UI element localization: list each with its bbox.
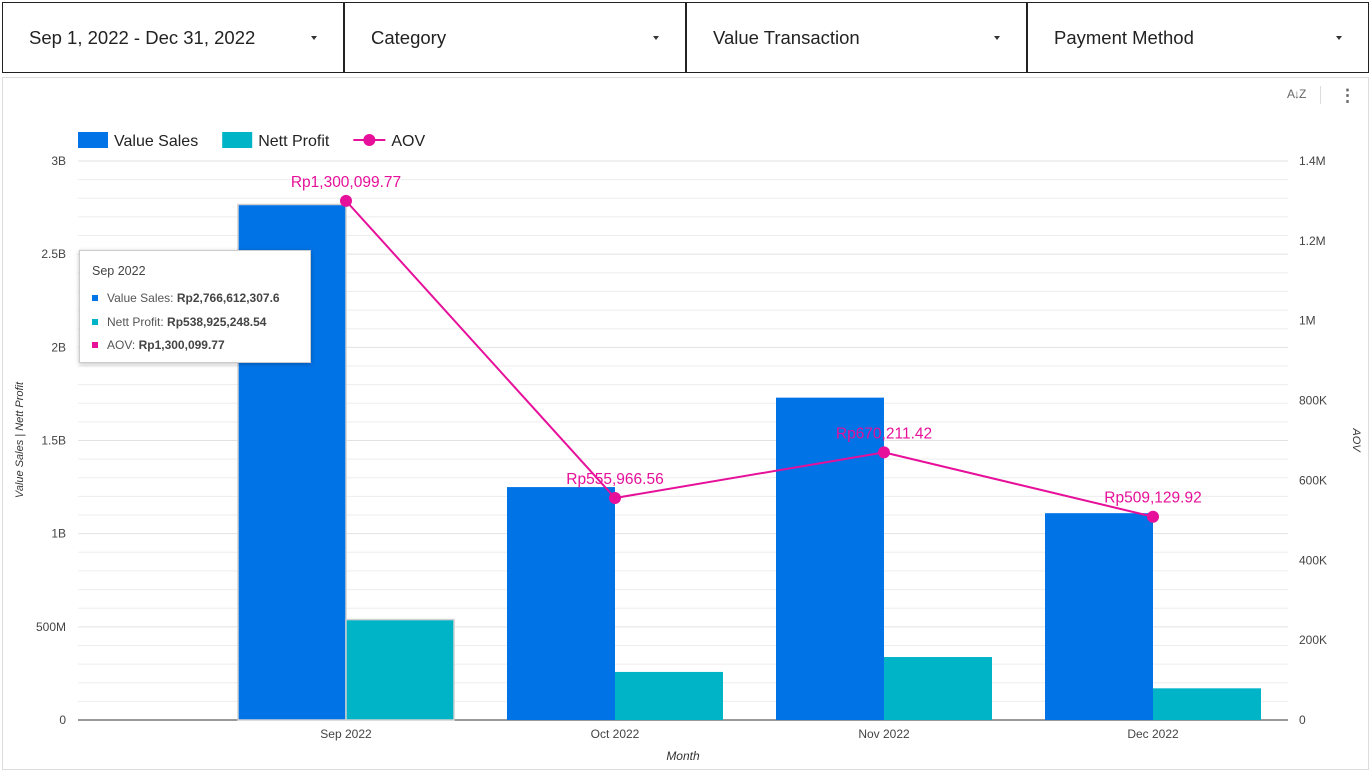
more-vert-icon[interactable]: ⋮ <box>1339 86 1356 105</box>
tooltip-title: Sep 2022 <box>92 264 146 278</box>
tooltip-label: AOV: <box>107 338 136 352</box>
date-range-label: Sep 1, 2022 - Dec 31, 2022 <box>29 26 256 48</box>
y-tick-label: 1.5B <box>41 434 66 448</box>
aov-line <box>345 200 1154 518</box>
legend-label: AOV <box>391 133 425 150</box>
legend-label: Nett Profit <box>258 133 330 150</box>
payment-method-filter[interactable]: Payment Method <box>1027 2 1369 73</box>
y2-tick-label: 800K <box>1299 394 1327 408</box>
y2-tick-label: 600K <box>1299 473 1327 487</box>
toolbar-divider <box>1320 86 1321 104</box>
aov-point <box>340 194 352 207</box>
category-filter-label: Category <box>371 26 447 48</box>
aov-data-label: Rp1,300,099.77 <box>291 174 401 191</box>
y2-tick-label: 1.4M <box>1299 154 1326 168</box>
legend-swatch <box>222 132 253 148</box>
bar-value-sales <box>1045 513 1153 720</box>
tooltip-value: Rp2,766,612,307.6 <box>176 291 280 305</box>
y2-axis-title: AOV <box>1350 427 1362 453</box>
sort-az-icon[interactable]: A↓Z <box>1287 87 1306 101</box>
filter-bar: Sep 1, 2022 - Dec 31, 2022 Category Valu… <box>0 0 1371 75</box>
tooltip-value: Rp538,925,248.54 <box>167 315 267 329</box>
x-tick-label: Dec 2022 <box>1127 727 1179 741</box>
tooltip-row-aov: AOV: Rp1,300,099.77 <box>92 338 225 352</box>
tooltip-label: Value Sales: <box>107 291 174 305</box>
bar-nett-profit <box>345 618 455 721</box>
legend-swatch <box>78 132 108 148</box>
y-axis-title: Value Sales | Nett Profit <box>14 381 26 498</box>
y-tick-label: 3B <box>51 154 66 168</box>
x-tick-label: Nov 2022 <box>858 727 910 741</box>
payment-method-filter-label: Payment Method <box>1054 26 1194 48</box>
chevron-down-icon <box>653 35 659 40</box>
aov-swatch <box>92 341 98 348</box>
tooltip-row-value-sales: Value Sales: Rp2,766,612,307.6 <box>92 291 280 305</box>
x-tick-label: Oct 2022 <box>591 727 640 741</box>
y-tick-label: 2.5B <box>41 247 66 261</box>
chevron-down-icon <box>311 35 317 40</box>
value-transaction-filter-label: Value Transaction <box>713 26 860 48</box>
category-filter[interactable]: Category <box>344 2 686 73</box>
date-range-filter[interactable]: Sep 1, 2022 - Dec 31, 2022 <box>2 2 344 73</box>
legend-label: Value Sales <box>114 133 198 150</box>
chevron-down-icon <box>1336 35 1342 40</box>
aov-data-label: Rp509,129.92 <box>1104 490 1201 507</box>
y2-tick-label: 1M <box>1299 314 1316 328</box>
aov-point <box>609 492 621 505</box>
bar-value-sales <box>776 397 884 720</box>
bar-value-sales <box>507 487 615 720</box>
y-tick-label: 2B <box>51 340 66 354</box>
y2-tick-label: 400K <box>1299 553 1327 567</box>
y2-tick-label: 200K <box>1299 633 1327 647</box>
bar-nett-profit <box>615 671 723 720</box>
y2-tick-label: 1.2M <box>1299 234 1326 248</box>
y-tick-label: 0 <box>59 713 66 727</box>
aov-data-label: Rp670,211.42 <box>836 425 932 442</box>
tooltip-row-nett-profit: Nett Profit: Rp538,925,248.54 <box>92 315 266 329</box>
y-tick-label: 500M <box>36 620 66 634</box>
x-tick-label: Sep 2022 <box>320 727 372 741</box>
y-tick-label: 1B <box>51 527 66 541</box>
x-axis-title: Month <box>666 749 700 763</box>
tooltip-label: Nett Profit: <box>107 315 164 329</box>
chart-tooltip: Sep 2022 Value Sales: Rp2,766,612,307.6 … <box>79 250 311 363</box>
chart-panel <box>2 77 1369 770</box>
aov-point <box>878 446 890 459</box>
bar-nett-profit <box>884 657 992 720</box>
tooltip-value: Rp1,300,099.77 <box>138 338 225 352</box>
chevron-down-icon <box>994 35 1000 40</box>
nett-profit-swatch <box>92 318 98 325</box>
value-transaction-filter[interactable]: Value Transaction <box>686 2 1027 73</box>
value-sales-swatch <box>92 294 98 301</box>
aov-point <box>1147 510 1159 523</box>
y2-tick-label: 0 <box>1299 713 1306 727</box>
legend-marker <box>363 134 376 146</box>
bar-nett-profit <box>1153 688 1261 720</box>
aov-data-label: Rp555,966.56 <box>566 471 663 488</box>
